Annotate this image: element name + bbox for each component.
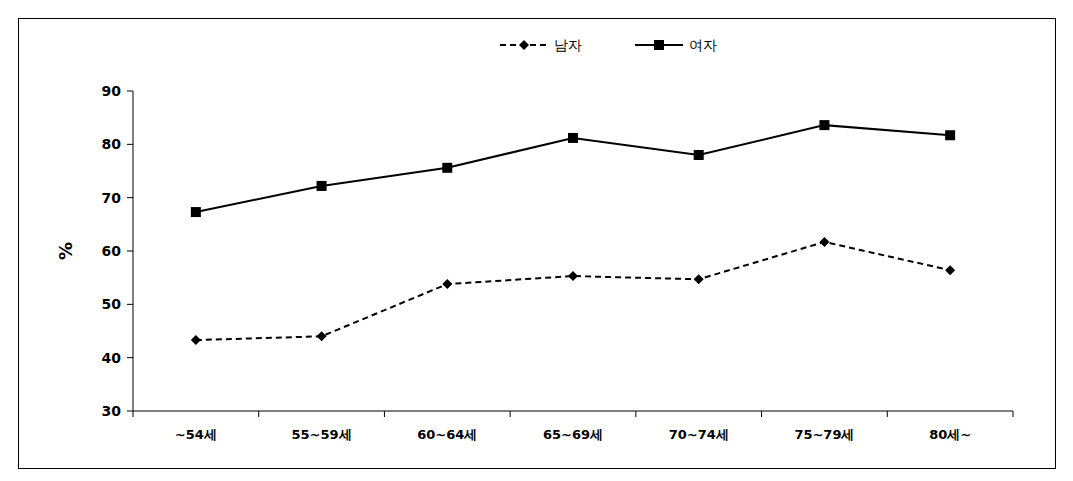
y-tick — [127, 197, 133, 198]
chart-frame — [19, 19, 1056, 469]
x-tick-label: 55~59세 — [292, 427, 352, 442]
plot-area — [191, 120, 955, 345]
y-tick-label: 30 — [102, 403, 122, 419]
data-point — [191, 335, 201, 345]
data-point — [694, 274, 704, 284]
data-point — [191, 207, 201, 217]
x-tick-label: 75~79세 — [794, 427, 854, 442]
data-point — [442, 163, 452, 173]
data-point — [819, 120, 829, 130]
legend-marker — [654, 40, 664, 50]
data-point — [945, 265, 955, 275]
y-tick-label: 80 — [102, 136, 122, 152]
y-tick-label: 40 — [102, 350, 122, 366]
x-tick — [510, 411, 511, 417]
x-tick-label: 65~69세 — [543, 427, 603, 442]
x-tick-label: ~54세 — [175, 427, 217, 442]
x-tick — [761, 411, 762, 417]
y-tick-label: 50 — [102, 296, 122, 312]
data-point — [442, 279, 452, 289]
y-tick — [127, 144, 133, 145]
x-tick-label: 80세~ — [929, 427, 971, 442]
x-tick — [887, 411, 888, 417]
series-line — [196, 242, 950, 340]
x-tick — [1013, 411, 1014, 417]
y-tick — [127, 251, 133, 252]
x-tick — [635, 411, 636, 417]
y-tick-label: 70 — [102, 190, 122, 206]
data-point — [317, 181, 327, 191]
y-tick — [127, 304, 133, 305]
y-tick-label: 90 — [102, 83, 122, 99]
chart-container: 30 40 50 60 70 80 90 ~54세 55~59세 60~64세 65~69세 70~7… — [0, 0, 1073, 481]
x-axis-line — [133, 411, 1013, 412]
legend-label: 남자 — [554, 37, 582, 53]
series-line — [196, 125, 950, 212]
legend-marker — [519, 40, 529, 50]
data-point — [819, 237, 829, 247]
chart-svg: 30 40 50 60 70 80 90 ~54세 55~59세 60~64세 65~69세 70~7… — [0, 0, 1073, 481]
y-tick — [127, 357, 133, 358]
legend-label: 여자 — [689, 37, 717, 53]
data-point — [945, 130, 955, 140]
y-tick — [127, 411, 133, 412]
x-tick — [133, 411, 134, 417]
y-tick-label: 60 — [102, 243, 122, 259]
x-tick — [258, 411, 259, 417]
data-point — [317, 331, 327, 341]
x-tick-label: 60~64세 — [417, 427, 477, 442]
data-point — [694, 150, 704, 160]
y-tick — [127, 91, 133, 92]
x-tick-label: 70~74세 — [669, 427, 729, 442]
y-axis-label: % — [55, 242, 76, 260]
data-point — [568, 271, 578, 281]
x-tick — [384, 411, 385, 417]
data-point — [568, 133, 578, 143]
